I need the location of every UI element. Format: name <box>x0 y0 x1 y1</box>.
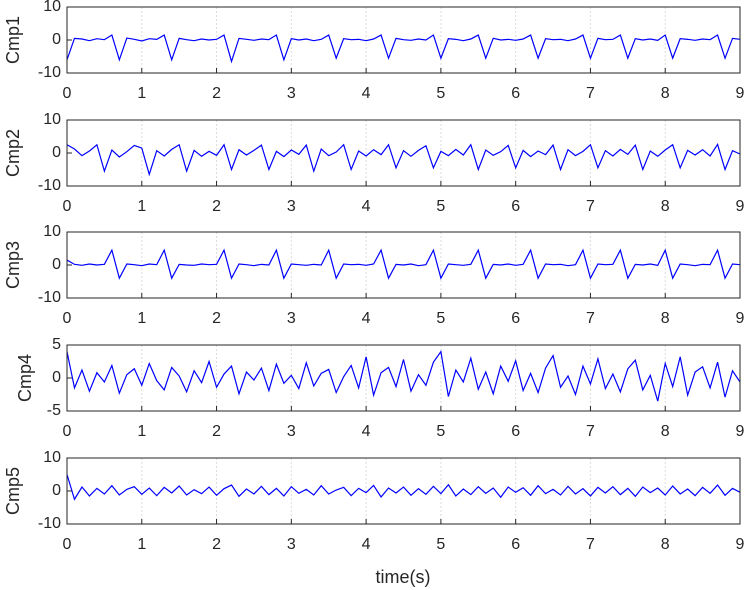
x-tick-label: 5 <box>436 198 445 215</box>
x-tick-label: 3 <box>287 198 296 215</box>
y-tick-label: 0 <box>52 144 61 161</box>
x-tick-label: 7 <box>586 198 595 215</box>
x-tick-label: 1 <box>137 310 146 327</box>
y-axis-label: Cmp4 <box>15 354 35 402</box>
y-tick-label: 0 <box>52 31 61 48</box>
x-tick-label: 1 <box>137 423 146 440</box>
y-axis-label: Cmp1 <box>3 16 23 64</box>
x-tick-label: 7 <box>586 423 595 440</box>
x-tick-label: 4 <box>362 85 371 102</box>
plot-background <box>67 345 740 411</box>
x-tick-label: 4 <box>362 423 371 440</box>
x-tick-label: 2 <box>212 85 221 102</box>
x-tick-label: 1 <box>137 85 146 102</box>
y-tick-label: -5 <box>47 402 61 419</box>
x-tick-label: 9 <box>736 536 745 553</box>
axes-box <box>66 344 741 412</box>
x-tick-label: 3 <box>287 85 296 102</box>
x-tick-label: 8 <box>661 536 670 553</box>
x-tick-label: 2 <box>212 198 221 215</box>
y-tick-label: 10 <box>43 0 61 15</box>
x-tick-label: 4 <box>362 310 371 327</box>
x-tick-label: 3 <box>287 310 296 327</box>
x-tick-label: 8 <box>661 198 670 215</box>
y-tick-label: -10 <box>38 64 61 81</box>
x-tick-label: 6 <box>511 198 520 215</box>
x-tick-label: 4 <box>362 198 371 215</box>
x-tick-label: 1 <box>137 198 146 215</box>
x-tick-label: 8 <box>661 85 670 102</box>
x-tick-label: 0 <box>63 423 72 440</box>
x-tick-label: 0 <box>63 198 72 215</box>
y-tick-label: 10 <box>43 111 61 128</box>
axes-box <box>66 119 741 187</box>
y-tick-label: 0 <box>52 256 61 273</box>
signal-line <box>66 34 741 64</box>
x-tick-label: 6 <box>511 310 520 327</box>
x-axis-label: time(s) <box>376 567 431 587</box>
x-tick-label: 7 <box>586 536 595 553</box>
x-tick-label: 6 <box>511 85 520 102</box>
x-tick-label: 2 <box>212 536 221 553</box>
plot-background <box>67 458 740 524</box>
y-tick-label: 0 <box>52 482 61 499</box>
y-tick-label: 5 <box>52 336 61 353</box>
x-tick-label: 2 <box>212 310 221 327</box>
x-tick-label: 7 <box>586 85 595 102</box>
signal-line <box>66 474 741 501</box>
x-tick-label: 4 <box>362 536 371 553</box>
x-tick-label: 9 <box>736 85 745 102</box>
signal-line <box>66 350 741 402</box>
axes-box <box>66 457 741 525</box>
x-tick-label: 3 <box>287 423 296 440</box>
x-tick-label: 6 <box>511 536 520 553</box>
x-tick-label: 6 <box>511 423 520 440</box>
y-axis-label: Cmp3 <box>3 241 23 289</box>
x-tick-label: 8 <box>661 310 670 327</box>
x-tick-label: 5 <box>436 536 445 553</box>
y-axis-label: Cmp5 <box>3 467 23 515</box>
x-tick-label: 5 <box>436 310 445 327</box>
y-tick-label: 0 <box>52 369 61 386</box>
axes-box <box>66 6 741 74</box>
x-tick-label: 3 <box>287 536 296 553</box>
y-tick-label: -10 <box>38 289 61 306</box>
x-tick-label: 5 <box>436 85 445 102</box>
axes-box <box>66 231 741 299</box>
plot-background <box>67 120 740 186</box>
signal-line <box>66 248 741 280</box>
x-tick-label: 7 <box>586 310 595 327</box>
x-tick-label: 0 <box>63 536 72 553</box>
y-tick-label: 10 <box>43 223 61 240</box>
x-tick-label: 5 <box>436 423 445 440</box>
y-tick-label: -10 <box>38 177 61 194</box>
x-tick-label: 1 <box>137 536 146 553</box>
x-tick-label: 0 <box>63 310 72 327</box>
x-tick-label: 2 <box>212 423 221 440</box>
x-tick-label: 0 <box>63 85 72 102</box>
y-tick-label: 10 <box>43 449 61 466</box>
x-tick-label: 9 <box>736 423 745 440</box>
x-tick-label: 9 <box>736 310 745 327</box>
y-tick-label: -10 <box>38 515 61 532</box>
x-tick-label: 8 <box>661 423 670 440</box>
signal-line <box>66 143 741 177</box>
x-tick-label: 9 <box>736 198 745 215</box>
y-axis-label: Cmp2 <box>3 129 23 177</box>
